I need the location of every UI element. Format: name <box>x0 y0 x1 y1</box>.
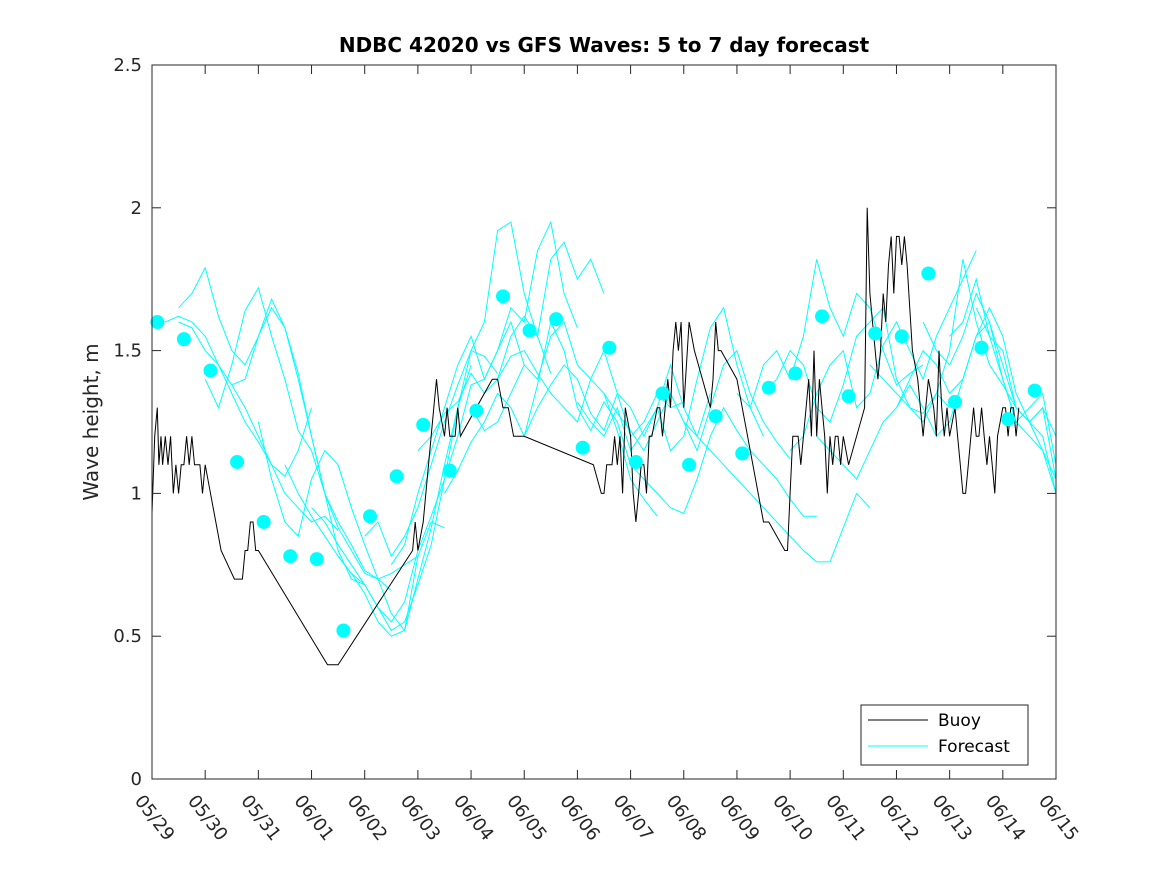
y-tick-label: 1 <box>131 483 142 504</box>
buoy-line <box>151 207 1020 666</box>
forecast-point <box>389 469 404 484</box>
forecast-point <box>1001 412 1016 427</box>
buoy-series <box>151 207 1020 666</box>
y-tick-label: 0 <box>131 769 142 790</box>
forecast-point <box>921 266 936 281</box>
forecast-point <box>176 332 191 347</box>
forecast-line <box>390 220 578 566</box>
forecast-point <box>655 386 670 401</box>
forecast-point <box>495 289 510 304</box>
forecast-point <box>761 380 776 395</box>
y-tick-label: 2 <box>131 198 142 219</box>
forecast-point <box>150 315 165 330</box>
forecast-point <box>735 446 750 461</box>
forecast-lines <box>154 220 1057 637</box>
forecast-line <box>444 320 632 494</box>
forecast-point <box>256 514 271 529</box>
forecast-point <box>363 509 378 524</box>
forecast-point <box>974 340 989 355</box>
forecast-point <box>309 552 324 567</box>
forecast-line <box>497 349 684 438</box>
forecast-point <box>522 323 537 338</box>
y-axis-label: Wave height, m <box>79 343 103 500</box>
forecast-points <box>150 266 1042 638</box>
forecast-point <box>788 366 803 381</box>
forecast-point <box>283 549 298 564</box>
y-tick-label: 1.5 <box>113 341 142 362</box>
forecast-line <box>576 306 764 452</box>
forecast-point <box>442 463 457 478</box>
forecast-line <box>523 363 711 438</box>
forecast-point <box>868 326 883 341</box>
forecast-point <box>230 454 245 469</box>
forecast-line <box>789 250 977 451</box>
legend-label-forecast: Forecast <box>938 737 1010 757</box>
y-tick-label: 0.5 <box>113 626 142 647</box>
plot-frame <box>151 64 1057 780</box>
forecast-point <box>416 417 431 432</box>
legend: Buoy Forecast <box>860 704 1029 766</box>
forecast-line <box>683 421 871 563</box>
forecast-line <box>470 321 658 517</box>
forecast-point <box>203 363 218 378</box>
forecast-line <box>736 259 924 409</box>
plot-area <box>152 65 1056 779</box>
forecast-line <box>204 286 392 591</box>
y-axis: 0 0.5 1 1.5 2 2.5 <box>113 55 1056 790</box>
forecast-line <box>311 349 498 632</box>
forecast-line <box>975 307 1057 480</box>
forecast-line <box>257 421 445 632</box>
forecast-line <box>284 364 472 637</box>
forecast-line <box>630 406 817 517</box>
forecast-line <box>417 241 605 451</box>
forecast-line <box>178 321 339 531</box>
y-tick-label: 2.5 <box>113 55 142 76</box>
chart-title: NDBC 42020 vs GFS Waves: 5 to 7 day fore… <box>339 33 870 57</box>
forecast-point <box>469 403 484 418</box>
forecast-point <box>602 340 617 355</box>
forecast-line <box>154 315 312 478</box>
legend-label-buoy: Buoy <box>938 711 981 731</box>
forecast-point <box>947 395 962 410</box>
forecast-line <box>231 306 419 580</box>
forecast-point <box>894 329 909 344</box>
forecast-point <box>815 309 830 324</box>
legend-box <box>860 704 1029 766</box>
forecast-point <box>708 409 723 424</box>
forecast-point <box>336 623 351 638</box>
forecast-point <box>628 454 643 469</box>
forecast-point <box>1027 383 1042 398</box>
forecast-point <box>682 457 697 472</box>
forecast-point <box>549 312 564 327</box>
forecast-line <box>364 221 552 558</box>
forecast-point <box>841 389 856 404</box>
forecast-line <box>922 292 1057 494</box>
forecast-line <box>178 266 365 586</box>
forecast-point <box>575 440 590 455</box>
forecast-line <box>603 349 791 460</box>
forecast-line <box>763 306 950 423</box>
